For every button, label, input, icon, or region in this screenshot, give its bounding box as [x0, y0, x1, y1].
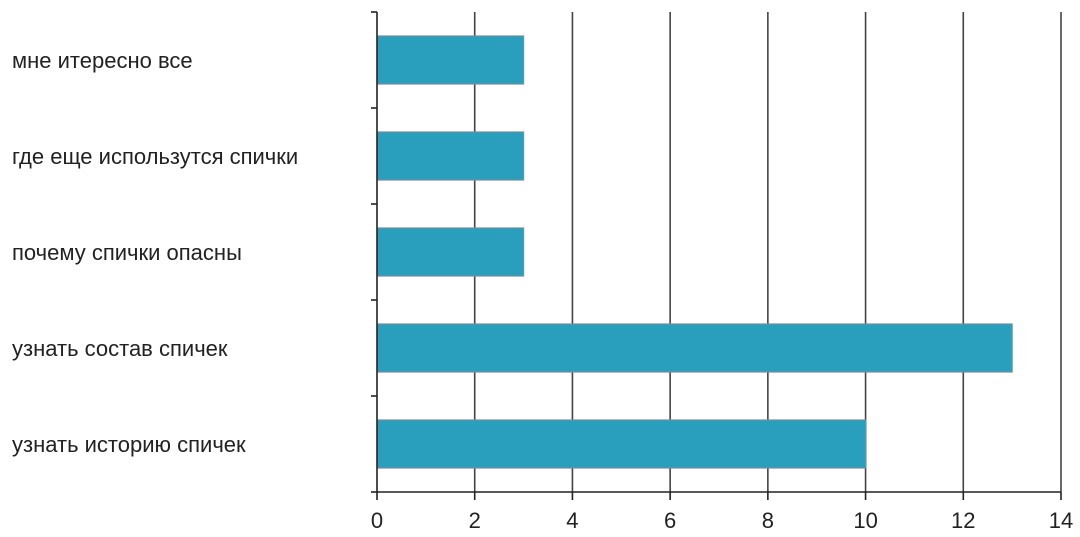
bars: [376, 35, 1013, 469]
category-label-3: почему спички опасны: [12, 240, 242, 265]
x-tick-label-4: 4: [566, 508, 578, 533]
x-tick-label-8: 8: [762, 508, 774, 533]
axes: [371, 11, 1062, 500]
category-labels: мне итересно все где еще использутся спич…: [12, 48, 298, 457]
x-tick-label-0: 0: [371, 508, 383, 533]
category-label-4: узнать состав спичек: [12, 336, 228, 361]
x-tick-label-12: 12: [951, 508, 975, 533]
bar-3: [376, 227, 525, 277]
grid-lines: [473, 12, 1062, 492]
x-tick-label-2: 2: [469, 508, 481, 533]
x-tick-label-6: 6: [664, 508, 676, 533]
x-tick-label-10: 10: [853, 508, 877, 533]
category-label-5: узнать историю спичек: [12, 432, 246, 457]
bar-4: [376, 323, 1013, 373]
category-label-1: мне итересно все: [12, 48, 193, 73]
bar-2: [376, 131, 525, 181]
category-label-2: где еще использутся спички: [12, 144, 298, 169]
x-tick-labels: 0 2 4 6 8 10 12 14: [371, 508, 1073, 533]
bar-1: [376, 35, 525, 85]
x-tick-label-14: 14: [1049, 508, 1073, 533]
bar-5: [376, 419, 867, 469]
